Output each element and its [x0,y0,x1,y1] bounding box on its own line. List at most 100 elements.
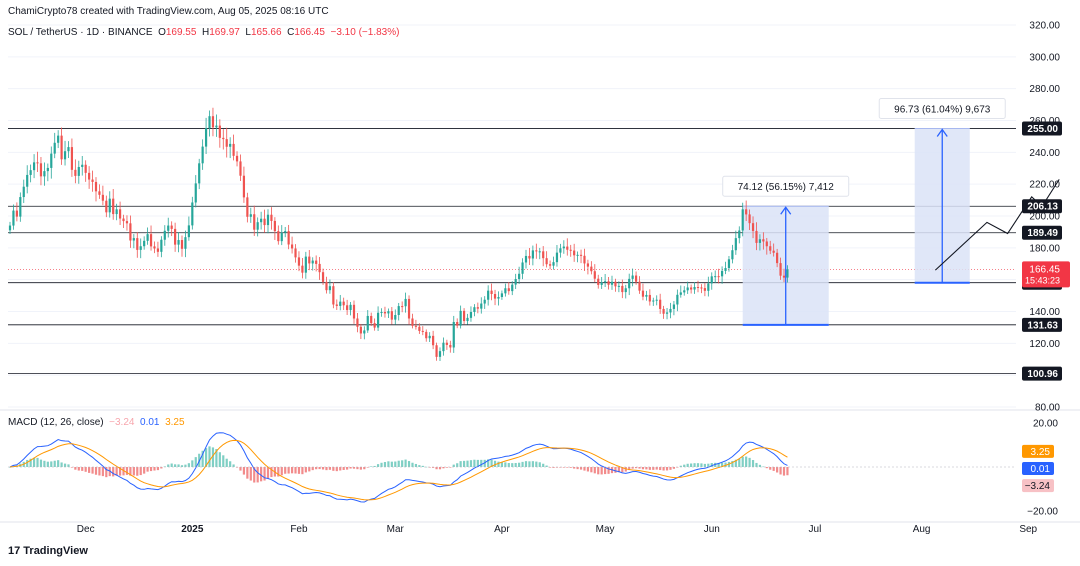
candle [318,257,321,280]
candle [727,255,731,272]
candle-body [67,147,70,152]
macd-hist-bar [782,467,786,476]
candle-body [301,265,304,273]
tradingview-logo[interactable]: 17 TradingView [8,545,88,557]
macd-hist-bar [645,467,648,470]
candle [573,243,576,262]
symbol-title[interactable]: SOL / TetherUS · 1D · BINANCE [8,27,153,38]
time-tick-label: Jun [704,524,720,535]
candle-body [607,281,610,285]
macd-value-tag-label: 3.25 [1031,447,1051,458]
horizontal-levels[interactable] [8,128,1016,375]
candle-body [239,161,242,176]
candle-body [22,186,25,198]
candle [387,308,390,318]
macd-hist-bar [469,460,473,467]
level-tag-label: 255.00 [1027,124,1058,135]
candle-body [225,139,228,147]
macd-hist-bar [407,461,411,467]
candle [74,159,77,184]
candle-body [462,310,466,322]
macd-hist-bar [500,462,504,467]
price-axis[interactable]: 80.00100.00120.00140.00160.00180.00200.0… [1022,21,1070,518]
candle-body [15,210,18,217]
macd-hist-bar [490,459,493,467]
candle [769,240,772,255]
candle-body [70,147,74,170]
candle [342,297,345,311]
candle [776,248,779,268]
macd-hist-bar [222,455,225,467]
macd-hist-bar [98,467,101,476]
macd-hist-bar [153,467,156,471]
macd-hist-bar [703,463,706,467]
macd-hist-bar [105,467,108,478]
measure-label-box [722,175,850,197]
candle-body [755,230,758,243]
candle [160,236,163,258]
candle [758,234,762,251]
macd-hist-bar [50,461,53,467]
macd-hist-bar [634,467,638,469]
macd-hist-bar [548,467,552,468]
candle-body [538,251,541,253]
candle-body [469,311,473,318]
candle [449,340,452,353]
candle-body [404,298,407,307]
macd-hist-bar [308,467,311,472]
candle-body [94,181,98,192]
time-axis[interactable]: Dec 2025 Feb Mar Apr May Jun Jul Aug Sep [0,521,1080,535]
candle [397,302,400,321]
candle-body [490,290,493,294]
candle [548,260,552,270]
candle-body [229,143,232,147]
candle [15,202,18,222]
candle [641,283,645,301]
candle [149,225,153,251]
macd-legend[interactable]: MACD (12, 26, close) −3.24 0.01 3.25 [8,417,185,428]
candle-body [624,288,627,293]
candle-body [724,268,727,271]
candle-body [332,286,335,305]
candle-body [452,322,455,348]
candle-body [249,214,252,217]
macd-hist-bar [545,465,548,467]
price-tick-label: 240.00 [1029,148,1060,159]
level-tag: 100.96 [1022,366,1062,381]
macd-hist-bar [270,467,273,478]
candle [277,225,280,245]
macd-hist-bar [493,460,497,467]
candle-body [407,298,411,319]
candle-body [576,254,579,256]
candle-body [579,254,583,256]
candle [301,257,304,279]
macd-hist-bar [690,463,693,467]
measurement-boxes[interactable]: 74.12 (56.15%) 7,412 96.73 (61.04%) 9,673 [722,97,1006,326]
candle [57,130,60,149]
candle [115,203,118,221]
candle [373,318,376,331]
candle-body [480,303,483,309]
candle-body [672,304,676,309]
open-value: 169.55 [165,27,197,38]
candle [504,283,507,297]
macd-hist-bar [769,467,772,470]
candle-body [397,306,400,316]
macd-hist-bar [194,457,197,467]
price-tick-label: 280.00 [1029,84,1060,95]
candle [46,163,49,182]
candle-body [174,228,177,245]
candle-body [187,225,190,238]
macd-hist-bar [404,459,407,467]
candle-body [414,325,418,327]
last-price-tag-bg [1022,261,1070,288]
candle [215,114,218,137]
candle-body [435,345,438,357]
candle-body [562,246,565,249]
macd-hist-bar [741,456,744,467]
candle-body [50,153,53,168]
level-tag-bg [1022,121,1062,136]
macd-hist-bar [335,467,338,472]
candle [686,281,689,294]
